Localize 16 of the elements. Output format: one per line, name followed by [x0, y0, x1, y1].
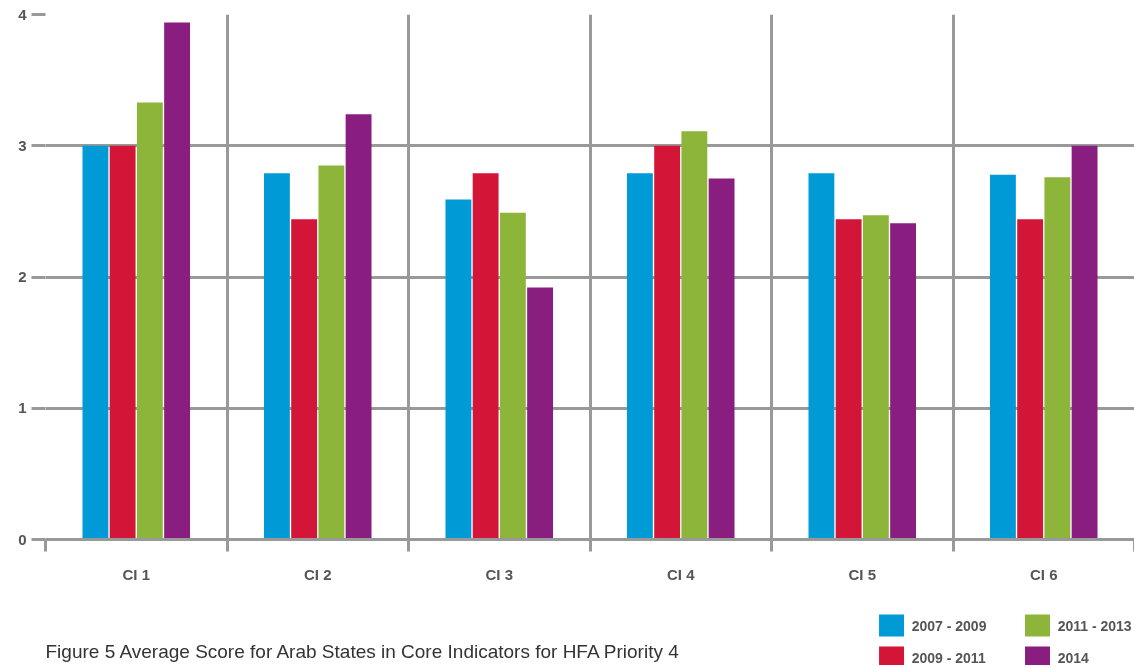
y-tick-label: 4 [18, 5, 28, 23]
x-tick-label: CI 1 [122, 565, 151, 583]
y-tick-label: 0 [18, 530, 27, 548]
legend-label: 2009 - 2011 [911, 649, 986, 666]
x-tick-label: CI 5 [848, 565, 877, 583]
x-tick-label: CI 3 [485, 565, 514, 583]
x-tick-label: CI 6 [1030, 565, 1058, 583]
y-tick-label: 3 [18, 136, 27, 154]
y-tick-label: 2 [18, 268, 27, 285]
legend-label: 2014 [1057, 649, 1090, 666]
x-tick-label: CI 2 [304, 565, 332, 583]
text: Figure 5 Average Score for Arab States in Core Indicators for HFA Priority 4 [45, 640, 680, 662]
x-tick-label: CI 4 [667, 565, 696, 583]
y-tick-label: 1 [18, 399, 27, 417]
legend-label: 2007 - 2009 [911, 617, 987, 634]
legend-label: 2011 - 2013 [1057, 617, 1132, 634]
